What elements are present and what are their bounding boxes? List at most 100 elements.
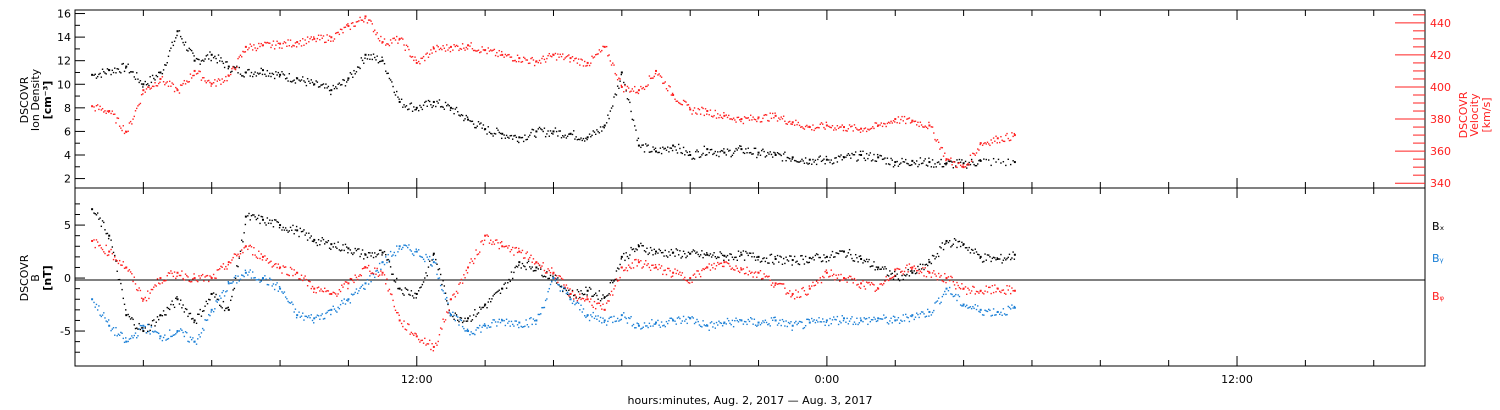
by-dot: [666, 322, 669, 325]
bx-dot: [186, 308, 188, 311]
velocity-dot: [183, 79, 186, 82]
velocity-dot: [370, 20, 372, 22]
velocity-point: [210, 82, 213, 85]
bz-point: [655, 266, 658, 269]
bx-point: [996, 257, 999, 260]
density-point: [825, 158, 828, 161]
by-dot: [547, 290, 549, 293]
bz-dot: [460, 278, 463, 281]
bx-dot: [366, 256, 369, 259]
bz-point: [501, 245, 504, 248]
density-dot: [729, 149, 731, 152]
bx-dot: [515, 265, 518, 267]
density-dot: [969, 163, 972, 166]
bz-dot: [128, 269, 131, 271]
bx-dot: [902, 278, 904, 281]
bx-dot: [726, 254, 729, 257]
bz-dot: [541, 265, 543, 267]
density-dot: [820, 160, 823, 163]
bz-dot: [948, 279, 951, 282]
by-dot: [798, 320, 801, 323]
by-dot: [527, 326, 530, 328]
velocity-dot: [781, 118, 784, 120]
velocity-dot: [563, 58, 565, 61]
density-dot: [239, 73, 242, 75]
density-dot: [137, 78, 139, 80]
velocity-dot: [355, 21, 358, 23]
velocity-dot: [134, 110, 137, 112]
bz-dot: [640, 260, 642, 262]
by-dot: [518, 326, 520, 329]
bx-dot: [752, 252, 754, 254]
bz-dot: [134, 283, 137, 285]
density-dot: [103, 70, 105, 73]
density-dot: [759, 154, 762, 156]
by-dot: [476, 326, 478, 329]
bx-dot: [853, 260, 856, 262]
velocity-dot: [725, 114, 727, 116]
by-dot: [186, 332, 188, 334]
bz-dot: [197, 280, 199, 283]
bz-dot: [552, 273, 554, 275]
velocity-dot: [358, 20, 360, 22]
velocity-dot: [674, 98, 676, 100]
bz-dot: [521, 249, 524, 252]
by-dot: [369, 275, 371, 277]
bz-dot: [375, 273, 377, 275]
bx-dot: [387, 258, 389, 261]
bx-dot: [989, 256, 991, 258]
bx-dot: [378, 249, 381, 252]
velocity-dot: [867, 128, 869, 130]
velocity-tick-label: 400: [1430, 81, 1451, 94]
bx-dot: [320, 240, 322, 242]
density-dot: [230, 71, 232, 73]
density-dot: [527, 136, 530, 138]
by-point: [877, 317, 880, 320]
velocity-dot: [389, 39, 392, 41]
by-dot: [309, 317, 311, 319]
velocity-dot: [935, 140, 937, 142]
bx-dot: [383, 250, 386, 253]
by-dot: [975, 308, 978, 311]
density-dot: [662, 146, 664, 148]
by-dot: [460, 319, 463, 322]
density-dot: [480, 122, 482, 124]
velocity-dot: [767, 119, 769, 122]
by-dot: [765, 321, 768, 324]
bx-dot: [610, 279, 613, 282]
by-dot: [718, 320, 720, 322]
bx-dot: [692, 249, 695, 251]
bz-dot: [616, 280, 619, 282]
by-dot: [209, 314, 211, 317]
bx-dot: [173, 306, 176, 309]
bx-dot: [813, 259, 815, 261]
density-point: [398, 100, 401, 103]
velocity-dot: [660, 76, 663, 78]
density-dot: [955, 165, 957, 167]
by-dot: [925, 315, 928, 318]
density-dot: [658, 151, 660, 154]
density-dot: [770, 153, 773, 156]
bx-dot: [999, 258, 1001, 260]
by-dot: [573, 300, 575, 302]
density-dot: [834, 157, 836, 159]
density-dot: [1012, 160, 1014, 162]
density-dot: [815, 163, 818, 166]
bz-dot: [265, 259, 267, 262]
bx-dot: [305, 232, 308, 234]
bx-dot: [244, 223, 247, 226]
bx-dot: [956, 246, 958, 249]
bx-dot: [814, 254, 817, 257]
bx-dot: [592, 295, 594, 297]
bz-dot: [193, 273, 195, 275]
velocity-dot: [504, 53, 507, 56]
bx-point: [586, 289, 589, 292]
bz-dot: [459, 282, 461, 284]
density-point: [911, 159, 914, 162]
velocity-dot: [624, 84, 626, 87]
velocity-dot: [983, 142, 985, 145]
by-dot: [471, 332, 474, 335]
bz-dot: [662, 273, 664, 276]
velocity-dot: [813, 129, 815, 132]
by-dot: [881, 318, 884, 320]
